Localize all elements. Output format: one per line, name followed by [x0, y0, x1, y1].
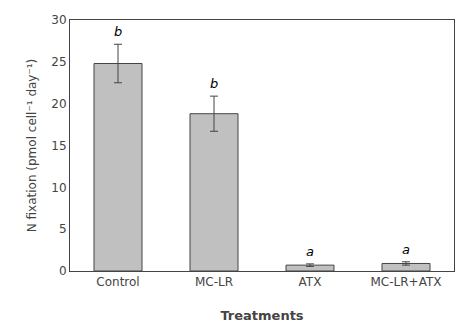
- svg-text:MC-LR+ATX: MC-LR+ATX: [371, 275, 442, 289]
- svg-text:b: b: [114, 24, 122, 39]
- svg-text:15: 15: [51, 139, 66, 153]
- svg-text:Control: Control: [96, 275, 139, 289]
- svg-text:20: 20: [51, 97, 66, 111]
- svg-text:N fixation (pmol cell⁻¹ day⁻¹): N fixation (pmol cell⁻¹ day⁻¹): [25, 59, 39, 233]
- svg-text:MC-LR: MC-LR: [195, 275, 233, 289]
- svg-text:ATX: ATX: [299, 275, 322, 289]
- svg-text:Treatments: Treatments: [220, 308, 303, 323]
- svg-text:5: 5: [59, 222, 67, 236]
- svg-text:0: 0: [59, 264, 67, 278]
- svg-text:b: b: [210, 76, 218, 91]
- svg-text:30: 30: [51, 13, 66, 27]
- svg-text:25: 25: [51, 55, 66, 69]
- svg-text:a: a: [306, 244, 314, 259]
- svg-text:10: 10: [51, 181, 66, 195]
- svg-text:a: a: [402, 242, 410, 257]
